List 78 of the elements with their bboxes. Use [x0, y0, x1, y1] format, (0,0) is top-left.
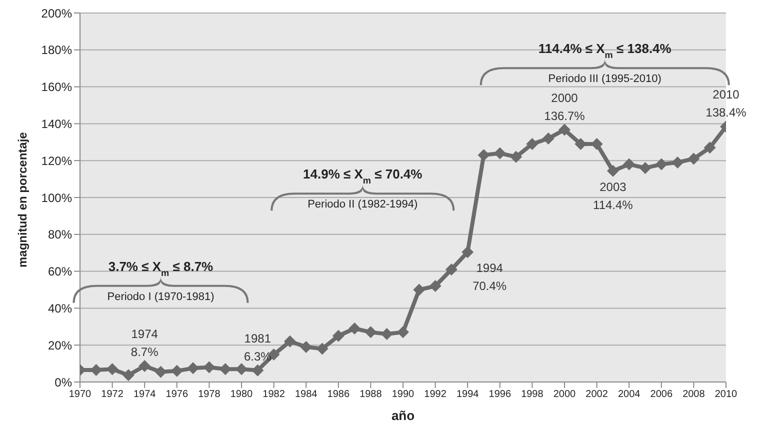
point — [639, 162, 652, 174]
x-tick-label: 1980 — [230, 389, 254, 400]
annotation: 1994 — [476, 261, 504, 276]
y-tick-label: 0% — [54, 375, 72, 390]
x-tick-label: 1982 — [262, 389, 286, 400]
point — [606, 164, 619, 177]
x-tick-label: 1972 — [101, 389, 124, 400]
y-tick-label: 180% — [41, 43, 72, 58]
y-tick-label: 40% — [48, 301, 72, 316]
point — [316, 342, 328, 355]
point — [510, 150, 522, 163]
point — [236, 363, 248, 376]
point — [252, 364, 264, 376]
x-tick-label: 1984 — [294, 389, 318, 400]
x-tick-label: 2000 — [553, 389, 576, 400]
x-tick-label: 1988 — [360, 389, 382, 400]
data-label: 8.7% — [130, 344, 159, 359]
y-tick-label: 60% — [48, 264, 72, 279]
data-label: 114.4% — [593, 198, 634, 212]
y-tick-label: 100% — [41, 190, 72, 205]
point — [413, 284, 426, 296]
annotation: 2000 — [551, 90, 578, 105]
x-tick-label: 1994 — [456, 389, 480, 400]
x-axis-title: año — [391, 408, 415, 423]
annotation: Periodo II (1982-1994) — [308, 198, 418, 211]
annotation: 14.9% ≤ X$_{m}$ ≤ 70.4% — [303, 166, 423, 186]
y-axis-title: magnitud en porcentaje — [15, 132, 30, 268]
x-tick-label: 2010 — [714, 389, 738, 400]
point — [478, 149, 490, 162]
point — [122, 369, 134, 382]
x-tick-label: 2004 — [618, 389, 641, 400]
x-tick-label: 1992 — [424, 389, 447, 400]
annotation: 2003 — [600, 180, 627, 194]
point — [704, 142, 716, 154]
point — [445, 263, 458, 276]
point — [688, 152, 700, 165]
point — [138, 360, 151, 372]
annotation: 1974 — [131, 326, 158, 341]
x-tick-label: 1978 — [198, 389, 221, 400]
point — [348, 322, 361, 334]
y-tick-label: 200% — [41, 6, 72, 20]
point — [364, 326, 377, 338]
annotation: 1981 — [244, 331, 272, 346]
point — [397, 326, 409, 338]
data-label: 138.4% — [706, 106, 747, 120]
x-tick-label: 1974 — [133, 389, 156, 400]
y-tick-label: 120% — [41, 154, 72, 168]
annotation: 3.7% ≤ X$_{m}$ ≤ 8.7% — [108, 258, 214, 278]
point — [462, 246, 474, 258]
x-tick-label: 1976 — [166, 389, 188, 400]
y-tick-label: 160% — [41, 80, 72, 94]
point — [623, 158, 636, 170]
x-tick-label: 1998 — [521, 389, 544, 400]
x-tick-label: 2002 — [586, 389, 608, 400]
x-tick-label: 2008 — [682, 389, 706, 400]
point — [672, 156, 684, 168]
y-tick-label: 140% — [41, 116, 72, 131]
x-tick-label: 2006 — [650, 389, 673, 400]
point — [429, 280, 442, 292]
annotation: 114.4% ≤ X$_{m}$ ≤ 138.4% — [538, 41, 672, 60]
x-tick-label: 1990 — [392, 389, 415, 400]
x-tick-label: 1996 — [488, 389, 512, 400]
point — [655, 158, 668, 170]
y-tick-label: 20% — [48, 338, 72, 352]
x-tick-label: 1986 — [327, 389, 350, 400]
annotation: 2010 — [712, 88, 740, 102]
point — [526, 138, 538, 150]
point — [558, 124, 570, 136]
point — [332, 330, 344, 342]
annotation: Periodo I (1970-1981) — [107, 290, 214, 303]
y-tick-label: 80% — [48, 228, 72, 242]
data-label: 136.7% — [544, 108, 586, 123]
x-tick-label: 1970 — [68, 389, 92, 400]
point — [494, 147, 506, 160]
annotation: Periodo III (1995-2010) — [548, 73, 662, 86]
data-label: 70.4% — [472, 279, 507, 294]
point — [284, 335, 296, 348]
point — [542, 132, 554, 144]
